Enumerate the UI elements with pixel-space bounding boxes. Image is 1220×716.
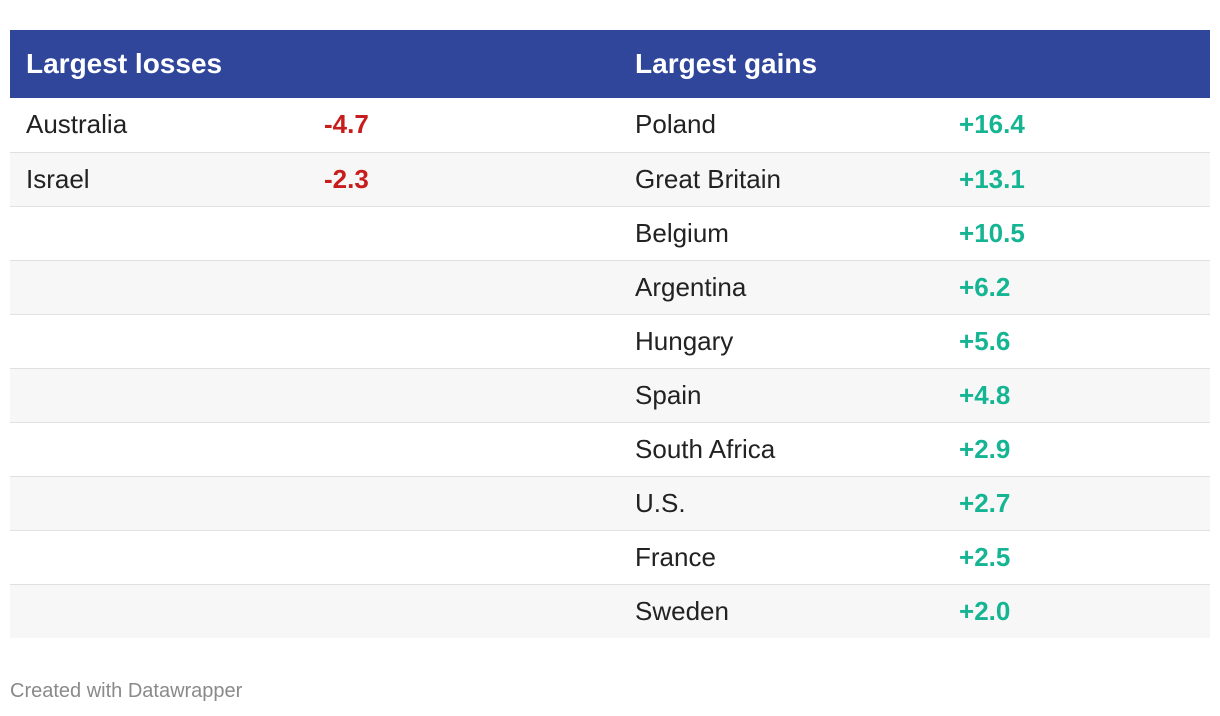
gain-country-cell: Sweden: [635, 595, 729, 626]
table-row: France +2.5: [10, 530, 1211, 584]
loss-value-cell: [308, 476, 619, 530]
gain-value-cell: +5.6: [959, 325, 1011, 356]
loss-value-cell: [308, 422, 619, 476]
gain-value-cell: +16.4: [959, 109, 1025, 140]
loss-country-cell: Australia: [26, 109, 128, 140]
gain-country-cell: Hungary: [635, 325, 734, 356]
loss-country-cell: [10, 584, 308, 638]
table-body: Australia -4.7 Poland +16.4 Israel -2.3 Great …: [10, 98, 1211, 638]
table-row: Australia -4.7 Poland +16.4: [10, 98, 1211, 152]
table-row: South Africa +2.9: [10, 422, 1211, 476]
gain-country-cell: France: [635, 541, 716, 572]
loss-value-cell: [308, 584, 619, 638]
losses-gains-table: Largest losses Largest gains Australia -4…: [10, 30, 1211, 638]
gain-country-cell: U.S.: [635, 487, 686, 518]
gain-value-cell: +10.5: [959, 217, 1025, 248]
gain-value-cell: +4.8: [959, 379, 1011, 410]
gain-value-cell: +2.9: [959, 433, 1011, 464]
loss-value-cell: [308, 206, 619, 260]
gain-value-cell: +2.7: [959, 487, 1011, 518]
gain-country-cell: Argentina: [635, 271, 747, 302]
loss-country-cell: [10, 314, 308, 368]
data-table-container: Largest losses Largest gains Australia -4…: [10, 30, 1211, 638]
table-row: Argentina +6.2: [10, 260, 1211, 314]
table-header-row: Largest losses Largest gains: [10, 30, 1211, 98]
gain-country-cell: Poland: [635, 109, 716, 140]
table-row: Sweden +2.0: [10, 584, 1211, 638]
loss-value-cell: -2.3: [324, 163, 369, 194]
loss-value-cell: [308, 368, 619, 422]
loss-country-cell: [10, 368, 308, 422]
gain-value-cell: +6.2: [959, 271, 1011, 302]
gain-value-cell: +2.0: [959, 595, 1011, 626]
gains-column-header: Largest gains: [635, 48, 818, 79]
loss-country-cell: [10, 530, 308, 584]
table-row: Hungary +5.6: [10, 314, 1211, 368]
loss-country-cell: Israel: [26, 163, 90, 194]
loss-country-cell: [10, 422, 308, 476]
loss-country-cell: [10, 476, 308, 530]
gain-country-cell: Great Britain: [635, 163, 781, 194]
table-row: Spain +4.8: [10, 368, 1211, 422]
loss-country-cell: [10, 206, 308, 260]
loss-value-cell: [308, 260, 619, 314]
gain-country-cell: South Africa: [635, 433, 776, 464]
table-row: U.S. +2.7: [10, 476, 1211, 530]
gain-value-cell: +2.5: [959, 541, 1011, 572]
loss-value-cell: -4.7: [324, 109, 369, 140]
loss-value-cell: [308, 530, 619, 584]
loss-country-cell: [10, 260, 308, 314]
loss-value-cell: [308, 314, 619, 368]
losses-column-header: Largest losses: [26, 48, 223, 79]
table-row: Belgium +10.5: [10, 206, 1211, 260]
footer-credit: Created with Datawrapper: [10, 680, 243, 702]
gain-country-cell: Spain: [635, 379, 702, 410]
gain-country-cell: Belgium: [635, 217, 729, 248]
gain-value-cell: +13.1: [959, 163, 1025, 194]
table-row: Israel -2.3 Great Britain +13.1: [10, 152, 1211, 206]
